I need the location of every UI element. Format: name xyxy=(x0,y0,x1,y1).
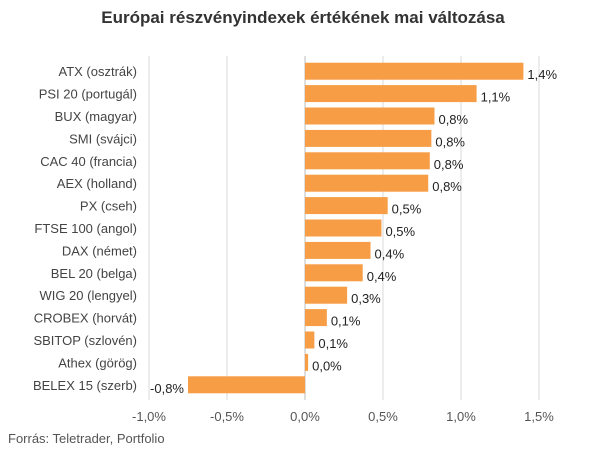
category-label: PX (cseh) xyxy=(80,199,137,214)
data-label: 0,4% xyxy=(367,269,397,284)
bar xyxy=(305,129,432,147)
bar xyxy=(305,107,435,125)
data-label: 0,8% xyxy=(432,179,462,194)
bar xyxy=(188,376,305,394)
category-label: DAX (német) xyxy=(62,243,137,258)
data-label: 0,8% xyxy=(438,112,468,127)
category-label: BELEX 15 (szerb) xyxy=(33,378,137,393)
bar xyxy=(305,85,477,103)
category-label: PSI 20 (portugál) xyxy=(39,87,137,102)
x-tick-label: 1,5% xyxy=(524,409,554,424)
bar xyxy=(305,174,429,192)
data-label: 1,1% xyxy=(481,90,511,105)
bar xyxy=(305,353,309,371)
bar xyxy=(305,62,524,80)
data-label: 0,0% xyxy=(312,358,342,373)
bar xyxy=(305,241,371,259)
data-label: -0,8% xyxy=(150,381,184,396)
bar xyxy=(305,309,327,327)
x-tick-label: 0,0% xyxy=(290,409,320,424)
data-label: 0,3% xyxy=(351,291,381,306)
category-label: BUX (magyar) xyxy=(55,109,137,124)
data-label: 0,1% xyxy=(318,336,348,351)
category-label: CAC 40 (francia) xyxy=(40,154,137,169)
bar xyxy=(305,286,348,304)
data-label: 0,8% xyxy=(434,157,464,172)
x-tick-label: 0,5% xyxy=(368,409,398,424)
category-label: SBITOP (szlovén) xyxy=(33,333,137,348)
bar xyxy=(305,331,315,349)
x-tick-label: 1,0% xyxy=(446,409,476,424)
data-label: 0,1% xyxy=(331,314,361,329)
x-tick-label: -0,5% xyxy=(210,409,244,424)
category-label: ATX (osztrák) xyxy=(59,64,138,79)
data-label: 0,5% xyxy=(385,224,415,239)
data-label: 0,4% xyxy=(375,246,405,261)
data-label: 1,4% xyxy=(527,67,557,82)
x-tick-label: -1,0% xyxy=(132,409,166,424)
data-label: 0,8% xyxy=(435,134,465,149)
source-note: Forrás: Teletrader, Portfolio xyxy=(8,431,165,446)
category-label: CROBEX (horvát) xyxy=(34,311,137,326)
category-label: WIG 20 (lengyel) xyxy=(39,288,137,303)
category-label: Athex (görög) xyxy=(58,355,137,370)
category-label: BEL 20 (belga) xyxy=(51,266,137,281)
bar xyxy=(305,197,388,215)
bar xyxy=(305,152,430,170)
chart-title: Európai részvényindexek értékének mai vá… xyxy=(101,8,505,27)
category-label: FTSE 100 (angol) xyxy=(34,221,137,236)
bar xyxy=(305,264,363,282)
data-label: 0,5% xyxy=(392,202,422,217)
bar xyxy=(305,219,382,237)
category-label: AEX (holland) xyxy=(57,176,137,191)
category-label: SMI (svájci) xyxy=(69,131,137,146)
